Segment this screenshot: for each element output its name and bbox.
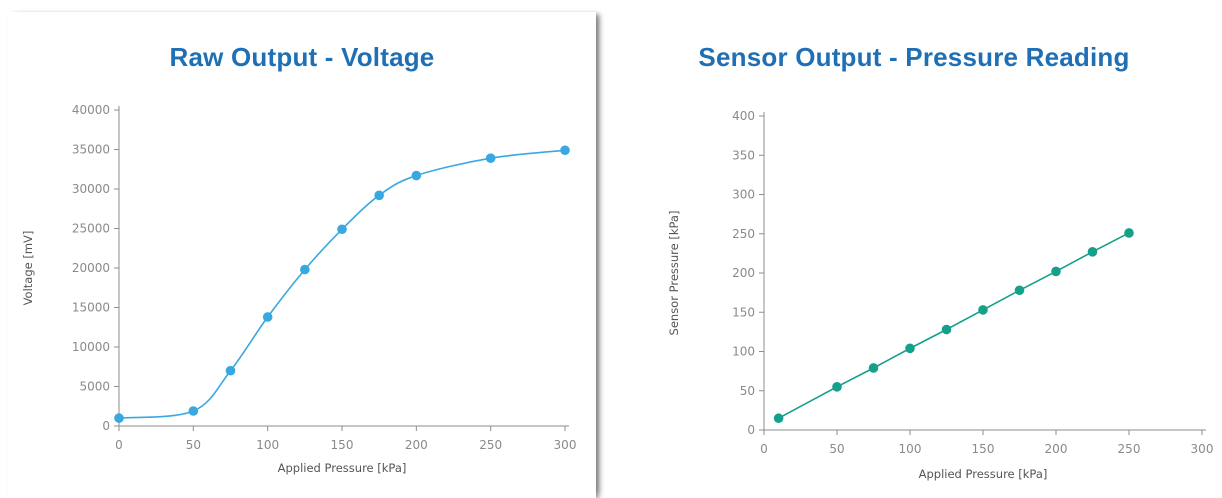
chart-panel-pressure: Sensor Output - Pressure Reading 0 50 100 1… — [612, 12, 1216, 498]
x-axis-label: Applied Pressure [kPa] — [919, 467, 1048, 481]
x-tick-label: 150 — [972, 442, 995, 456]
x-tick-label: 50 — [829, 442, 844, 456]
chart-pressure: 0 50 100 150 200 250 300 350 400 0 50 100 150 200 250 3… — [667, 109, 1214, 481]
y-tick-label: 15000 — [72, 301, 110, 315]
data-point — [1051, 266, 1061, 277]
y-tick-label: 100 — [732, 345, 755, 359]
y-tick-label: 20000 — [72, 261, 110, 275]
x-tick-label: 200 — [405, 438, 428, 452]
x-tick-label: 100 — [899, 442, 922, 456]
y-tick-label: 35000 — [72, 143, 110, 157]
y-axis-label: Sensor Pressure [kPa] — [667, 211, 681, 336]
y-tick-label: 25000 — [72, 222, 110, 236]
data-point — [560, 145, 570, 156]
y-tick-label: 300 — [732, 188, 755, 202]
y-tick-label: 5000 — [79, 380, 110, 394]
data-point — [978, 305, 988, 315]
x-tick-label: 0 — [760, 442, 768, 456]
y-tick-label: 400 — [732, 109, 755, 123]
y-tick-label: 0 — [747, 423, 755, 437]
x-axis-label: Applied Pressure [kPa] — [278, 461, 407, 475]
x-tick-label: 200 — [1045, 442, 1068, 456]
y-tick-label: 40000 — [72, 103, 110, 117]
y-tick-label: 150 — [732, 305, 755, 319]
chart-voltage: 0 5000 10000 15000 20000 25000 30000 35000 40000… — [21, 103, 577, 475]
data-point — [374, 190, 384, 201]
y-tick-label: 200 — [732, 266, 755, 280]
x-tick-label: 0 — [115, 438, 123, 452]
data-point — [773, 413, 784, 424]
data-point — [941, 324, 952, 335]
data-point — [1014, 285, 1025, 296]
data-point — [1087, 247, 1098, 257]
y-tick-label: 10000 — [72, 340, 110, 354]
data-point — [337, 224, 347, 235]
y-tick-label: 250 — [732, 227, 755, 241]
y-axis-label: Voltage [mV] — [21, 231, 35, 306]
data-point — [1124, 228, 1134, 238]
data-point — [225, 365, 236, 376]
series-line — [118, 149, 566, 419]
data-point — [832, 382, 842, 392]
x-tick-label: 100 — [256, 438, 279, 452]
x-tick-label: 150 — [331, 438, 354, 452]
data-point — [411, 170, 422, 181]
x-tick-label: 250 — [479, 438, 502, 452]
series-line — [778, 232, 1130, 419]
chart-panel-voltage: Raw Output - Voltage 0 5000 10000 15000 2000… — [8, 12, 596, 498]
x-tick-label: 50 — [186, 438, 201, 452]
x-tick-label: 300 — [554, 438, 577, 452]
data-point — [485, 153, 496, 163]
y-tick-label: 350 — [732, 148, 755, 162]
data-point — [300, 264, 310, 275]
data-point — [114, 413, 124, 423]
chart-title: Sensor Output - Pressure Reading — [698, 42, 1130, 72]
y-tick-label: 30000 — [72, 182, 110, 196]
x-tick-label: 250 — [1118, 442, 1141, 456]
y-tick-label: 50 — [740, 384, 755, 398]
data-point — [188, 406, 199, 416]
x-tick-label: 300 — [1191, 442, 1214, 456]
data-point — [905, 343, 915, 354]
chart-title: Raw Output - Voltage — [169, 42, 435, 72]
data-point — [868, 363, 879, 373]
data-point — [262, 312, 273, 322]
y-tick-label: 0 — [102, 419, 110, 433]
